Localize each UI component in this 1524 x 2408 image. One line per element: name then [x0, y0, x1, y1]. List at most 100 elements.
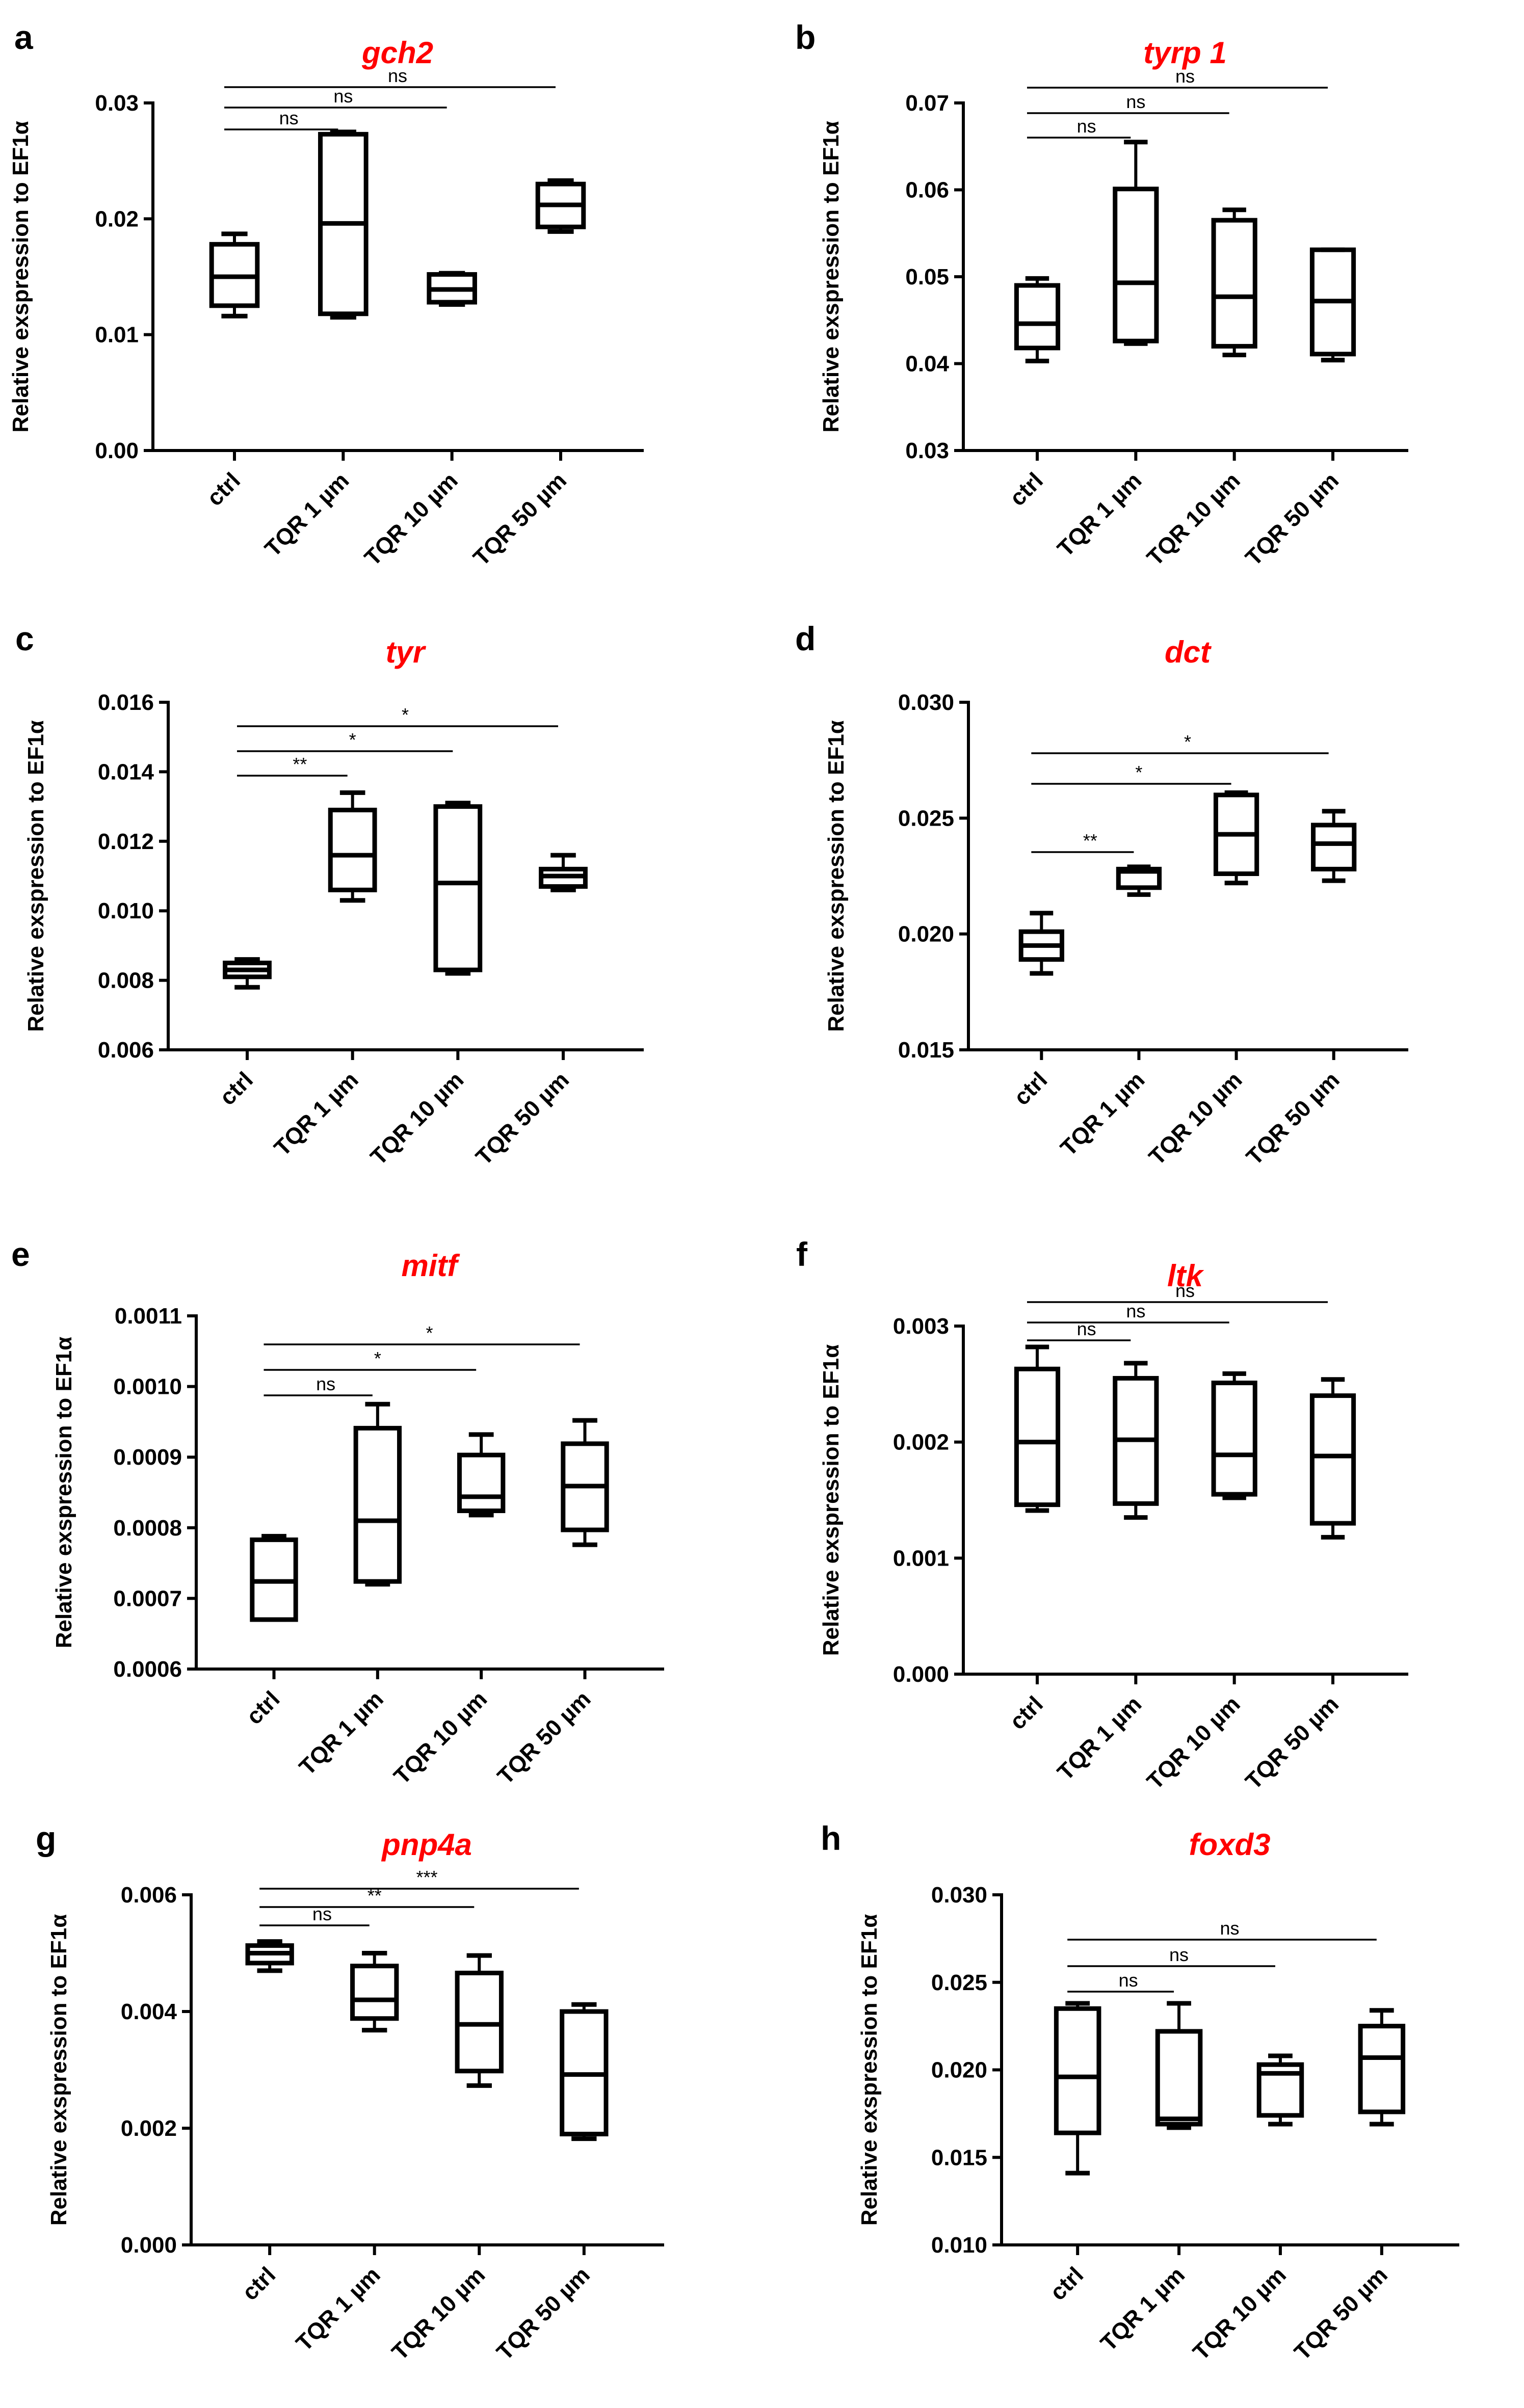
panel-letter: h [821, 1819, 841, 1857]
box-3 [427, 271, 477, 307]
y-tick-label: 0.01 [95, 323, 139, 348]
chart-title: foxd3 [1189, 1828, 1270, 1862]
significance-label: * [374, 1348, 381, 1369]
box-3 [433, 801, 483, 976]
box-iqr [457, 1452, 506, 1514]
y-axis-label: Relative exspression to EF1α [23, 720, 48, 1032]
x-category-label: TQR 10 µm [1144, 1067, 1247, 1170]
box-2 [1155, 2001, 1203, 2130]
significance-label: *** [416, 1867, 437, 1888]
panel-b: b tyrp 1 0.03 0.04 0.05 0.06 0.07 Relative exsp… [795, 18, 1408, 571]
significance-label: * [1135, 762, 1142, 783]
box-2 [1113, 140, 1159, 346]
x-category-label: TQR 10 µm [1142, 1691, 1245, 1794]
significance-label: ns [1175, 66, 1195, 87]
x-category-label: ctrl [1004, 467, 1048, 511]
significance-label: ns [1220, 1918, 1239, 1939]
x-category-label: ctrl [201, 467, 245, 511]
box-4 [539, 853, 588, 892]
box-4 [1358, 2008, 1406, 2127]
y-tick-label: 0.015 [931, 2145, 987, 2170]
significance-label: ns [1169, 1944, 1189, 1965]
x-category-label: TQR 50 µm [470, 1067, 574, 1170]
y-axis-label: Relative exspression to EF1α [51, 1337, 76, 1649]
significance-label: ns [316, 1373, 335, 1394]
x-category-label: ctrl [237, 2262, 281, 2306]
y-tick-label: 0.0007 [113, 1586, 182, 1611]
x-category-label: TQR 50 µm [491, 2262, 595, 2365]
y-tick-label: 0.003 [893, 1314, 949, 1339]
y-tick-label: 0.07 [905, 91, 949, 116]
significance-label: ns [388, 65, 407, 86]
y-axis-label: Relative exspression to EF1α [819, 1344, 844, 1656]
x-category-label: TQR 50 µm [1241, 1067, 1345, 1170]
significance-label: ns [333, 86, 353, 107]
panel-c: c tyr 0.006 0.008 0.010 0.012 0.014 0.016 Relati… [15, 620, 644, 1170]
panel-letter: f [796, 1235, 808, 1273]
x-category-label: TQR 1 µm [294, 1686, 388, 1780]
box-1 [209, 231, 260, 319]
x-category-label: TQR 1 µm [1052, 1691, 1146, 1785]
box-iqr [328, 807, 377, 892]
x-category-label: ctrl [1004, 1691, 1048, 1735]
panel-d: d dct 0.015 0.020 0.025 0.030 Relative exspres… [795, 620, 1408, 1170]
x-category-label: TQR 10 µm [359, 467, 463, 571]
x-category-label: TQR 1 µm [259, 467, 354, 562]
box-iqr [1256, 2062, 1304, 2118]
significance-label: ns [1077, 1318, 1096, 1339]
panel-e: e mitf 0.0006 0.0007 0.0008 0.0009 0.0010 0.001… [11, 1235, 664, 1789]
x-category-label: ctrl [1045, 2262, 1089, 2306]
box-iqr [1014, 283, 1061, 351]
box-3 [457, 1432, 506, 1518]
y-tick-label: 0.000 [121, 2233, 177, 2258]
box-1 [245, 1939, 294, 1973]
box-1 [1018, 911, 1064, 976]
y-tick-label: 0.0006 [113, 1657, 182, 1682]
panel-letter: g [36, 1819, 56, 1857]
x-category-label: ctrl [241, 1686, 285, 1730]
significance-label: ns [279, 108, 299, 128]
x-category-label: TQR 50 µm [1240, 467, 1344, 571]
y-axis-label: Relative exspression to EF1α [857, 1914, 882, 2226]
significance-label: ns [1126, 91, 1145, 112]
y-tick-label: 0.05 [905, 264, 949, 289]
y-tick-label: 0.001 [893, 1546, 949, 1571]
box-4 [561, 1418, 609, 1547]
panel-g: g pnp4a 0.000 0.002 0.004 0.006 Relative exspr… [36, 1819, 664, 2365]
box-2 [353, 1401, 402, 1587]
x-category-label: TQR 10 µm [388, 1686, 492, 1789]
box-iqr [1211, 218, 1257, 349]
y-tick-label: 0.030 [898, 690, 954, 715]
x-category-label: TQR 1 µm [269, 1067, 363, 1161]
box-3 [1211, 207, 1257, 357]
significance-label: ns [1175, 1280, 1195, 1301]
chart-title: mitf [402, 1249, 460, 1283]
box-2 [328, 790, 377, 903]
y-tick-label: 0.012 [98, 829, 154, 854]
x-category-label: TQR 10 µm [386, 2262, 490, 2365]
box-iqr [1155, 2029, 1203, 2127]
significance-label: * [426, 1322, 433, 1343]
box-iqr [353, 1425, 402, 1584]
significance-label: ns [1077, 116, 1096, 137]
box-2 [318, 129, 369, 320]
box-4 [560, 2002, 609, 2141]
chart-title: dct [1165, 635, 1212, 669]
y-tick-label: 0.025 [898, 806, 954, 831]
y-axis-label: Relative exspression to EF1α [819, 121, 844, 433]
box-3 [1211, 1371, 1257, 1500]
x-category-label: TQR 10 µm [365, 1067, 468, 1170]
x-category-label: TQR 50 µm [468, 467, 571, 571]
box-iqr [1311, 823, 1357, 871]
y-tick-label: 0.0011 [115, 1304, 182, 1329]
box-iqr [455, 1970, 504, 2074]
significance-label: * [402, 704, 409, 725]
x-category-label: ctrl [214, 1067, 258, 1110]
panel-letter: b [795, 18, 816, 56]
x-category-label: TQR 1 µm [1055, 1067, 1149, 1161]
box-iqr [350, 1964, 399, 2021]
y-tick-label: 0.025 [931, 1970, 987, 1995]
panel-a: a gch2 0.00 0.01 0.02 0.03 Relative exspressio… [8, 18, 644, 571]
y-tick-label: 0.03 [905, 438, 949, 463]
significance-label: ns [1119, 1970, 1138, 1991]
